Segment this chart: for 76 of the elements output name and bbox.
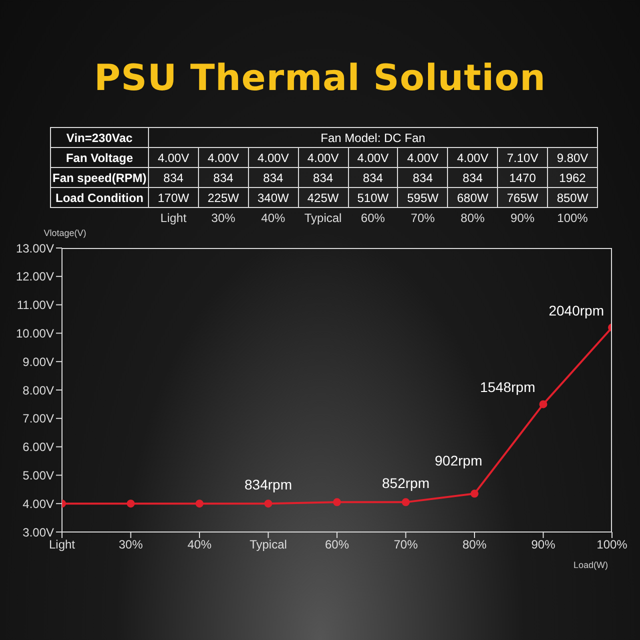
y-tick-label: Load Condition (50, 188, 148, 208)
annotation: 902rpm (434, 452, 482, 469)
y-tick-label: 4.00V (22, 496, 54, 511)
data-label: 834 (198, 168, 248, 188)
data-label: 1962 (548, 168, 598, 188)
x-tick-label: 40% (187, 538, 212, 552)
data-label: 834 (348, 168, 398, 188)
data-label: 9.80V (548, 148, 598, 168)
x-tick-label: Typical (303, 210, 343, 226)
y-tick-label: 8.00V (22, 383, 54, 398)
data-label: 340W (248, 188, 298, 208)
data-label: 595W (398, 188, 448, 208)
data-label: 850W (548, 188, 598, 208)
data-label: 680W (448, 188, 498, 208)
x-tick-label: Typical (250, 538, 287, 552)
point (264, 500, 272, 508)
y-tick-label: 5.00V (22, 468, 54, 482)
data-label: 510W (348, 188, 398, 208)
data-label: 834 (248, 168, 298, 188)
x-tick-label: 90% (531, 538, 556, 552)
y-tick-label: 6.00V (22, 440, 54, 454)
x-tick-label: 80% (462, 538, 487, 552)
point (402, 498, 410, 506)
x-tick-label: 30% (118, 538, 144, 552)
y-tick-label: 13.00V (16, 241, 54, 256)
annotation: 834rpm (244, 476, 292, 493)
x-tick-label: 90% (510, 210, 536, 226)
data-label: 170W (148, 188, 198, 208)
point (539, 400, 548, 408)
x-tick-label: 80% (460, 210, 486, 226)
data-label: 425W (298, 188, 348, 208)
x-tick-label: Light (48, 538, 76, 552)
x-tick-label: 100% (596, 538, 628, 552)
data-label: 4.00V (348, 148, 398, 168)
data-label: 1470 (498, 168, 548, 188)
x-tick-label: 60% (360, 210, 386, 226)
data-label: 834 (298, 168, 348, 188)
point (333, 498, 341, 506)
x-tick-label: 40% (260, 210, 286, 226)
x-tick-label: Light (159, 210, 188, 226)
text: Fan Model: DC Fan (148, 128, 598, 148)
data-label: 834 (398, 168, 448, 188)
chart-title: PSU Thermal Solution (93, 58, 547, 99)
data-label: 4.00V (298, 148, 348, 168)
y-tick-label: 10.00V (16, 326, 54, 340)
annotation: 1548rpm (480, 379, 536, 396)
data-label: 225W (198, 188, 248, 208)
x-tick-label: 30% (210, 210, 236, 226)
point (126, 500, 135, 508)
data-label: 4.00V (198, 148, 248, 168)
x-tick-label: 100% (556, 210, 589, 226)
y-tick-label: 12.00V (16, 270, 54, 284)
data-label: 834 (148, 168, 198, 188)
y-tick-label: Fan Voltage (50, 148, 148, 168)
text: Vin=230Vac (50, 128, 148, 148)
data-label: 7.10V (498, 148, 548, 168)
data-label: 834 (448, 168, 498, 188)
y-tick-label: 3.00V (22, 525, 54, 540)
x-tick-label: 70% (410, 210, 436, 226)
data-label: 4.00V (248, 148, 298, 168)
y-tick-label: 7.00V (22, 412, 54, 426)
y-tick-label: 9.00V (22, 354, 54, 369)
x-tick-label: 70% (394, 538, 418, 552)
x-axis-title: Load(W) (573, 560, 608, 570)
annotation: 2040rpm (548, 302, 604, 319)
point (470, 490, 478, 498)
data-label: 765W (498, 188, 548, 208)
data-label: 4.00V (448, 148, 498, 168)
x-tick-label: 60% (324, 538, 350, 552)
y-axis-title: Vlotage(V) (44, 228, 86, 238)
y-tick-label: Fan speed(RPM) (50, 168, 148, 188)
data-label: 4.00V (398, 148, 448, 168)
y-tick-label: 11.00V (16, 298, 54, 312)
point (196, 500, 204, 508)
data-label: 4.00V (148, 148, 198, 168)
annotation: 852rpm (382, 475, 430, 492)
